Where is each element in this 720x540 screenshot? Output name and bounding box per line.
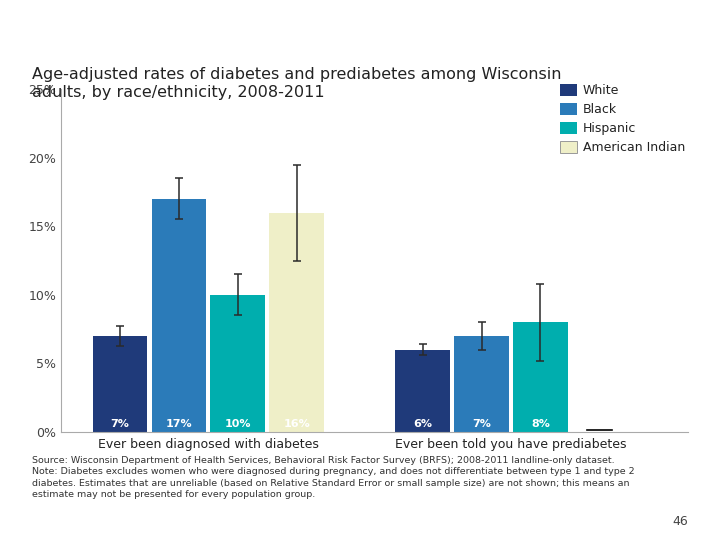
- Bar: [151, 199, 207, 432]
- Text: Source: Wisconsin Department of Health Services, Behavioral Risk Factor Survey (: Source: Wisconsin Department of Health S…: [32, 456, 635, 498]
- Text: 7%: 7%: [472, 418, 491, 429]
- Text: Chronic diseases: Chronic diseases: [572, 9, 711, 24]
- Text: 8%: 8%: [531, 418, 550, 429]
- Bar: [210, 295, 265, 432]
- Text: BLACK POPULATION: BLACK POPULATION: [9, 9, 174, 24]
- Text: 17%: 17%: [166, 418, 192, 429]
- Text: 7%: 7%: [111, 418, 130, 429]
- Legend: White, Black, Hispanic, American Indian: White, Black, Hispanic, American Indian: [558, 82, 688, 157]
- Bar: [454, 336, 509, 432]
- Text: 10%: 10%: [225, 418, 251, 429]
- Bar: [269, 213, 324, 432]
- Bar: [93, 336, 148, 432]
- Text: Age-adjusted rates of diabetes and prediabetes among Wisconsin
adults, by race/e: Age-adjusted rates of diabetes and predi…: [32, 68, 562, 100]
- Text: 46: 46: [672, 515, 688, 528]
- Text: 6%: 6%: [413, 418, 432, 429]
- Bar: [513, 322, 568, 432]
- Bar: [395, 350, 450, 432]
- Text: 16%: 16%: [283, 418, 310, 429]
